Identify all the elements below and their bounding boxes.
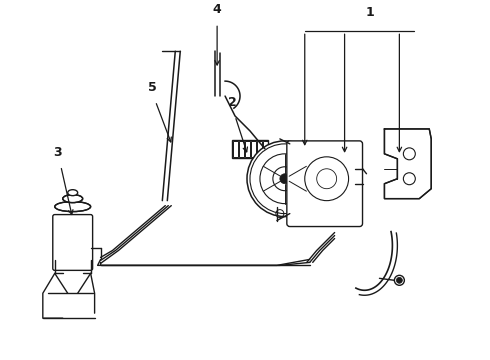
Bar bbox=[263, 141, 268, 157]
Bar bbox=[233, 141, 238, 157]
Text: 4: 4 bbox=[213, 3, 221, 17]
Text: 2: 2 bbox=[228, 96, 237, 109]
Circle shape bbox=[280, 174, 290, 184]
Polygon shape bbox=[385, 129, 431, 199]
Circle shape bbox=[263, 149, 271, 157]
Ellipse shape bbox=[55, 202, 91, 212]
Circle shape bbox=[247, 141, 323, 217]
Bar bbox=[257, 141, 262, 157]
Text: 3: 3 bbox=[53, 146, 62, 159]
Circle shape bbox=[396, 277, 402, 283]
FancyBboxPatch shape bbox=[53, 215, 93, 270]
Text: 5: 5 bbox=[148, 81, 157, 94]
Bar bbox=[239, 141, 244, 157]
Ellipse shape bbox=[63, 195, 83, 203]
FancyBboxPatch shape bbox=[287, 141, 363, 226]
Circle shape bbox=[394, 275, 404, 285]
Bar bbox=[232, 140, 268, 158]
Text: 1: 1 bbox=[365, 6, 374, 19]
Ellipse shape bbox=[68, 190, 78, 196]
Bar bbox=[245, 141, 250, 157]
Bar bbox=[251, 141, 256, 157]
